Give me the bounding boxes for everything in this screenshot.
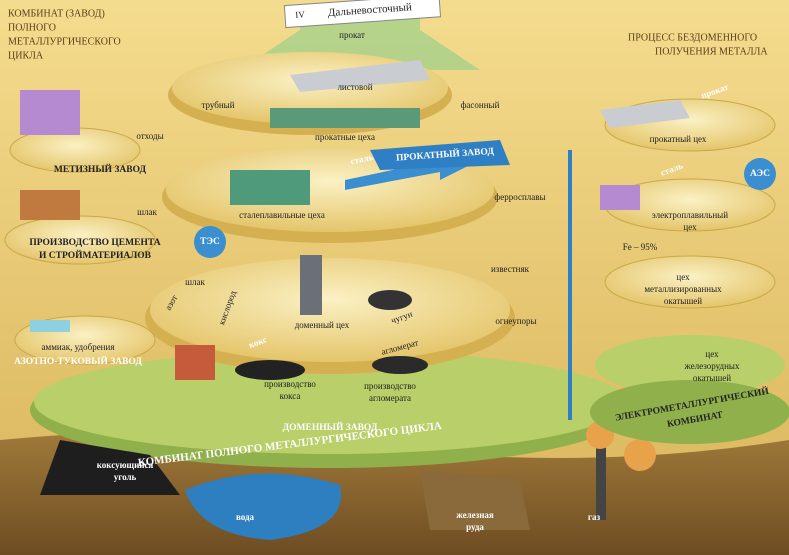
label: цех: [676, 272, 690, 282]
cement-plant: [20, 190, 80, 220]
label: окатышей: [664, 296, 702, 306]
label: электроплавильный: [652, 210, 728, 220]
label: известняк: [491, 264, 530, 274]
title-line: ПОЛУЧЕНИЯ МЕТАЛЛА: [655, 46, 768, 57]
title-line: МЕТАЛЛУРГИЧЕСКОГО: [8, 36, 121, 47]
label: цех: [683, 222, 697, 232]
title-line: ЦИКЛА: [8, 50, 44, 61]
label: аммиак, удобрения: [42, 342, 115, 352]
badge-label: АЭС: [750, 169, 770, 179]
label: уголь: [114, 472, 137, 482]
title-line: ПРОЦЕСС БЕЗДОМЕННОГО: [628, 32, 757, 43]
label: агломерата: [369, 393, 411, 403]
badge-label: ТЭС: [200, 237, 220, 247]
gas-tank: [624, 439, 656, 471]
plant-name: АЗОТНО-ТУКОВЫЙ ЗАВОД: [14, 355, 142, 367]
title-line: ПОЛНОГО: [8, 22, 56, 33]
hardware-plant: [20, 90, 80, 135]
label: железная: [456, 510, 494, 520]
label: отходы: [136, 131, 163, 141]
label: коксующийся: [97, 460, 154, 470]
label: руда: [466, 522, 484, 532]
plant-name: МЕТИЗНЫЙ ЗАВОД: [54, 163, 147, 175]
label: шлак: [185, 277, 205, 287]
label: металлизированных: [644, 284, 722, 294]
label: огнеупоры: [495, 316, 536, 326]
label: вода: [236, 512, 255, 522]
label: окатышей: [693, 373, 731, 383]
label: железорудных: [684, 361, 740, 371]
label: прокатные цеха: [315, 132, 375, 142]
label: фасонный: [461, 100, 500, 110]
label: шлак: [137, 207, 157, 217]
plant-name: И СТРОЙМАТЕРИАЛОВ: [39, 249, 152, 261]
label: прокатный цех: [650, 134, 707, 144]
label: сталеплавильные цеха: [239, 210, 325, 220]
pig-iron: [368, 290, 412, 310]
steel-shop: [230, 170, 310, 205]
title-line: КОМБИНАТ (ЗАВОД): [8, 8, 105, 19]
label: газ: [588, 512, 601, 522]
label: ферросплавы: [494, 192, 545, 202]
diagram: IV Дальневосточный КОМБИНАТ (ЗАВОД) ПОЛН…: [0, 0, 789, 555]
banner-number: IV: [295, 9, 306, 20]
plant-name: ПРОИЗВОДСТВО ЦЕМЕНТА: [29, 238, 160, 248]
gas-rig: [596, 440, 606, 520]
sinter-pile: [372, 356, 428, 374]
label: доменный цех: [295, 320, 350, 330]
label: производство: [364, 381, 416, 391]
label: трубный: [201, 100, 234, 110]
label: производство: [264, 379, 316, 389]
rolling-shop: [270, 108, 420, 128]
coke-plant: [175, 345, 215, 380]
nitrogen-plant: [30, 320, 70, 332]
blast-furnace: [300, 255, 322, 315]
coke-pile: [235, 360, 305, 380]
label: прокат: [339, 30, 365, 40]
label: листовой: [337, 82, 372, 92]
e-furnace-shop: [600, 185, 640, 210]
label: кокса: [280, 391, 301, 401]
page: IV Дальневосточный КОМБИНАТ (ЗАВОД) ПОЛН…: [0, 0, 789, 555]
label: цех: [705, 349, 719, 359]
label: Fe – 95%: [623, 242, 658, 252]
